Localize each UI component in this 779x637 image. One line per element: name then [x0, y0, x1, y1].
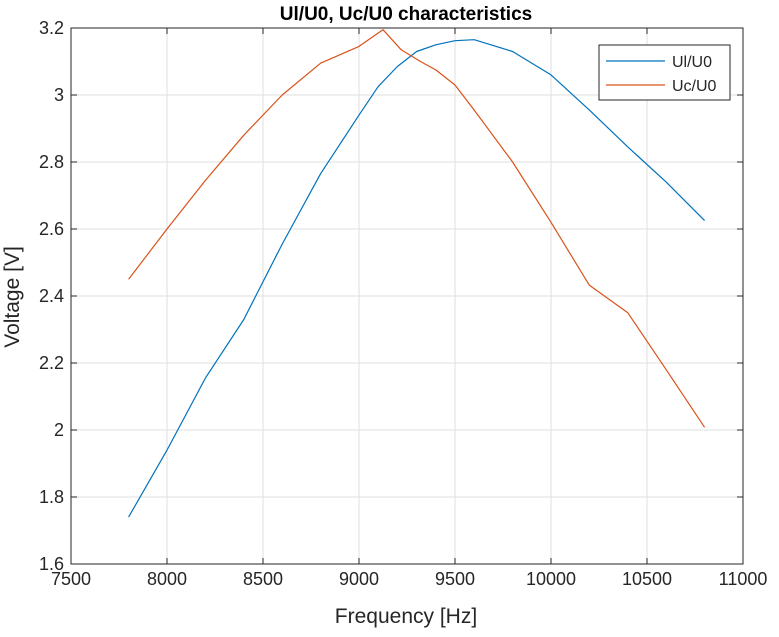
legend-box: [598, 44, 731, 101]
x-axis-title: Frequency [Hz]: [335, 605, 477, 628]
x-tick-label: 9500: [435, 569, 475, 589]
y-tick-label: 3: [54, 85, 64, 105]
legend: Ul/U0 Uc/U0: [598, 44, 731, 101]
series-line: [128, 29, 706, 428]
y-tick-label: 2.4: [39, 286, 64, 306]
series-lines: [128, 29, 706, 518]
x-tick-label: 7500: [51, 569, 91, 589]
y-tick-label: 2: [54, 420, 64, 440]
y-tick-label: 1.8: [39, 487, 64, 507]
chart-title: Ul/U0, Uc/U0 characteristics: [280, 4, 532, 25]
tick-labels: 7500 8000 8500 9000 9500 10000 10500 11000 1.6 1.…: [39, 18, 767, 589]
y-tick-label: 2.2: [39, 353, 64, 373]
y-tick-label: 2.6: [39, 219, 64, 239]
y-tick-label: 2.8: [39, 152, 64, 172]
legend-label: Ul/U0: [672, 54, 712, 71]
x-tick-label: 8000: [147, 569, 187, 589]
y-tick-label: 1.6: [39, 554, 64, 574]
series-line: [128, 39, 706, 518]
y-axis-title: Voltage [V]: [1, 246, 24, 348]
x-tick-label: 8500: [243, 569, 283, 589]
legend-label: Uc/U0: [672, 78, 717, 95]
x-tick-label: 9000: [339, 569, 379, 589]
x-tick-label: 10500: [622, 569, 672, 589]
axis-ticks: [70, 27, 744, 565]
grid-lines: [70, 27, 744, 565]
x-tick-label: 11000: [719, 569, 768, 589]
x-tick-label: 10000: [526, 569, 576, 589]
y-tick-label: 3.2: [39, 18, 64, 38]
